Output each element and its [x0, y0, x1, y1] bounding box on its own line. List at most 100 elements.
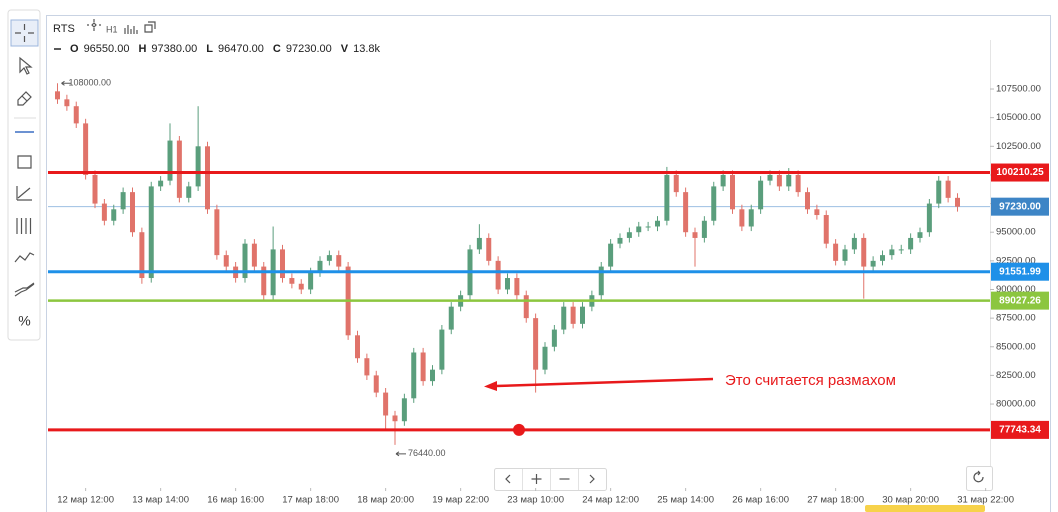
candle-body — [476, 237, 482, 250]
level-handle[interactable] — [513, 423, 525, 436]
candle-body — [92, 174, 98, 204]
candle-body — [655, 220, 660, 227]
level-label-box — [991, 291, 1049, 310]
candle-body — [495, 260, 501, 290]
annotation-arrow — [495, 377, 714, 388]
scrollbar-highlight — [865, 505, 985, 512]
candle-body — [617, 237, 623, 244]
candle-body — [83, 123, 89, 175]
candle-body — [176, 140, 182, 198]
candle-body — [673, 174, 679, 193]
legend-value: 97230.00 — [286, 43, 332, 55]
reset[interactable] — [973, 470, 984, 483]
candle-body — [280, 249, 285, 279]
candle-body — [730, 174, 735, 210]
candle-body — [326, 255, 332, 261]
candle-body — [364, 358, 370, 376]
cursor-tool[interactable] — [19, 56, 33, 75]
candle-body — [392, 415, 398, 422]
candle-body — [373, 375, 379, 393]
candle-body — [870, 260, 876, 267]
candle-body — [917, 232, 923, 238]
wave-tool[interactable] — [14, 252, 35, 263]
zoom-in[interactable] — [531, 474, 542, 484]
settings-icon[interactable] — [87, 19, 101, 31]
last-price-label: 97230.00 — [999, 201, 1041, 212]
candle-body — [73, 106, 79, 124]
compare-icon[interactable] — [144, 21, 156, 33]
bars-icon[interactable] — [124, 25, 138, 34]
candle-body — [242, 243, 248, 279]
scroll-left[interactable] — [505, 474, 511, 484]
level-label-box — [991, 262, 1049, 281]
candle-body — [195, 146, 201, 187]
channel-tool[interactable] — [14, 282, 35, 297]
candle-body — [158, 180, 164, 187]
x-tick-label: 31 мар 22:00 — [957, 495, 1014, 506]
candle-body — [148, 186, 154, 279]
candle-body — [814, 209, 820, 216]
candle-body — [908, 237, 914, 250]
scroll-right[interactable] — [589, 474, 595, 484]
legend-key: C — [273, 43, 281, 55]
x-tick-label: 23 мар 10:00 — [507, 495, 564, 506]
high-arrow — [61, 80, 72, 86]
candle-body — [570, 306, 576, 324]
candle-body — [880, 255, 885, 261]
candle-body — [945, 180, 951, 198]
fib-tool[interactable] — [16, 218, 32, 234]
level-label-box — [991, 163, 1049, 182]
candle-body — [298, 283, 304, 290]
toolbar: % — [0, 0, 42, 512]
timeframe[interactable]: H1 — [106, 24, 118, 34]
candle-body — [261, 266, 267, 296]
candle-body — [411, 352, 417, 399]
y-tick-label: 105000.00 — [996, 112, 1041, 123]
y-tick-label: 92500.00 — [996, 255, 1036, 266]
candle-body — [842, 249, 848, 261]
legend-value: 96470.00 — [218, 43, 264, 55]
candle-body — [767, 174, 773, 181]
candle-body — [448, 306, 454, 330]
candle-body — [758, 180, 764, 210]
candle-body — [383, 392, 389, 416]
candle-body — [833, 243, 839, 261]
candle-body — [748, 209, 754, 227]
x-tick-label: 27 мар 18:00 — [807, 495, 864, 506]
annotation-arrowhead — [484, 381, 497, 391]
candle-body — [486, 237, 492, 261]
candle-body — [355, 335, 360, 359]
x-tick-label: 19 мар 22:00 — [432, 495, 489, 506]
crosshair-tool[interactable] — [10, 19, 39, 47]
candle-body — [289, 278, 295, 284]
level-label: 100210.25 — [996, 167, 1044, 178]
annotation: Это считается размахом — [725, 372, 896, 389]
percent-tool[interactable]: % — [18, 313, 30, 329]
candle-body — [205, 146, 210, 210]
candle-body — [926, 203, 932, 233]
ohlc-legend: O 96550.00 H 97380.00 L 96470.00 C 97230.00 V 13.… — [70, 43, 381, 55]
candle-body — [523, 295, 529, 319]
y-tick-label: 107500.00 — [996, 84, 1041, 95]
trend-tool[interactable] — [16, 186, 32, 201]
candle-body — [308, 272, 314, 290]
y-tick-label: 95000.00 — [996, 227, 1036, 238]
candle-body — [55, 91, 60, 100]
candle-body — [795, 174, 801, 193]
candle-body — [542, 346, 548, 370]
candle-body — [720, 174, 726, 187]
candle-body — [608, 243, 614, 267]
legend-key: O — [70, 43, 79, 55]
x-tick-label: 25 мар 14:00 — [657, 495, 714, 506]
eraser-tool[interactable] — [17, 91, 32, 106]
rect-tool[interactable] — [17, 155, 32, 169]
candle-body — [101, 203, 107, 221]
candle-body — [851, 237, 857, 250]
high-label: 108000.00 — [69, 78, 112, 88]
chart-panel — [46, 15, 1051, 512]
candle-body — [889, 249, 895, 256]
candle-body — [186, 186, 192, 198]
candle-body — [120, 192, 126, 210]
x-tick-label: 13 мар 14:00 — [132, 495, 189, 506]
x-tick-label: 30 мар 20:00 — [882, 495, 939, 506]
